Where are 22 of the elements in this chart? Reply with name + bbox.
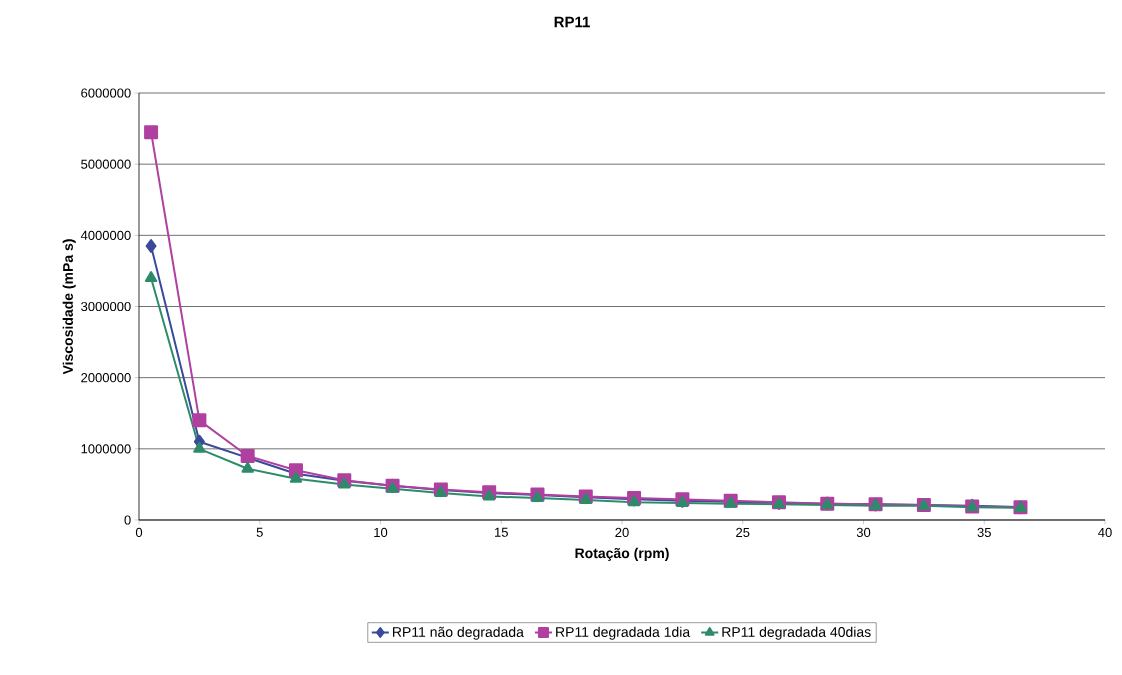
x-tick-label: 35 (977, 527, 991, 537)
x-tick-label: 0 (135, 527, 143, 537)
y-tick-label: 2000000 (81, 373, 131, 383)
y-axis-title: Viscosidade (mPa s) (62, 239, 76, 375)
y-tick-label: 4000000 (80, 230, 131, 240)
x-tick-label: 20 (615, 527, 629, 537)
chart-title: RP11 (554, 16, 590, 28)
legend-label: RP11 degradada 40dias (722, 626, 871, 640)
legend-label: RP11 não degradada (393, 626, 524, 640)
x-tick-label: 5 (256, 527, 263, 537)
y-tick-label: 5000000 (81, 159, 131, 169)
x-tick-label: 30 (856, 527, 871, 537)
x-tick-label: 10 (374, 527, 388, 537)
y-tick-label: 1000000 (81, 444, 131, 454)
x-axis-title: Rotação (rpm) (575, 547, 669, 561)
y-tick-label: 3000000 (81, 301, 131, 312)
x-tick-label: 40 (1098, 527, 1112, 537)
y-tick-label: 0 (124, 515, 131, 525)
x-tick-label: 25 (736, 527, 750, 537)
legend-label: RP11 degradada 1dia (556, 626, 691, 640)
x-tick-label: 15 (495, 527, 508, 537)
y-tick-label: 6000000 (81, 88, 131, 98)
